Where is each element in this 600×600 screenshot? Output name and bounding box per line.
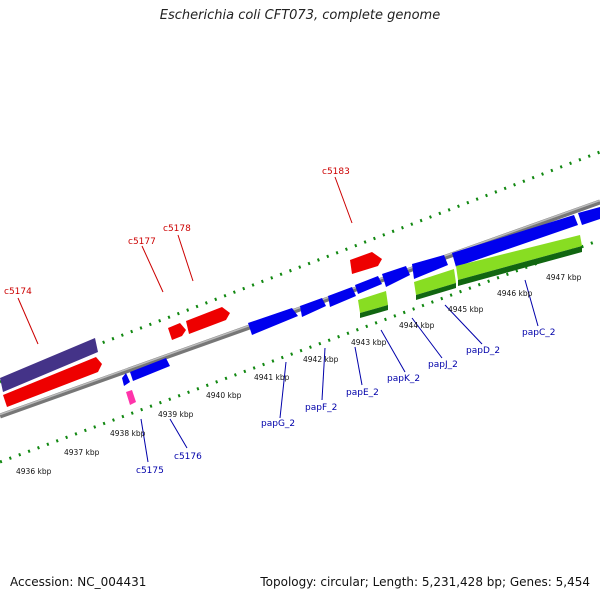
backbone-highlight <box>0 199 600 416</box>
cds-papE_2[interactable] <box>328 287 356 307</box>
leader-c5174 <box>17 297 39 345</box>
misc-feature-c5175[interactable] <box>126 390 136 405</box>
leader-c5178 <box>177 234 194 282</box>
rna-papE_2-shadow <box>360 305 388 318</box>
scale-label: 4938 kbp <box>110 429 146 438</box>
backbone <box>0 199 600 419</box>
gene-bar-c5174[interactable] <box>0 338 98 392</box>
label-papD_2[interactable]: papD_2 <box>466 346 500 356</box>
leader-c5183 <box>334 176 353 224</box>
cds-c5178[interactable] <box>186 307 230 334</box>
leader-papG_2 <box>279 361 287 419</box>
rna-papC_2-shadow <box>458 246 582 286</box>
label-papC_2[interactable]: papC_2 <box>522 328 555 338</box>
label-papE_2[interactable]: papE_2 <box>346 388 379 398</box>
cds-c5183[interactable] <box>350 252 382 274</box>
scale-label: 4947 kbp <box>546 273 582 282</box>
cds-papK_2[interactable] <box>355 276 382 294</box>
label-c5177[interactable]: c5177 <box>128 237 156 247</box>
label-c5176[interactable]: c5176 <box>174 452 202 462</box>
scale-label: 4940 kbp <box>206 391 242 400</box>
leader-papC_2 <box>524 279 539 327</box>
scale-label: 4945 kbp <box>448 305 484 314</box>
topology-summary: Topology: circular; Length: 5,231,428 bp… <box>260 575 590 589</box>
label-c5175[interactable]: c5175 <box>136 466 164 476</box>
scale-label: 4946 kbp <box>497 289 533 298</box>
rna-papD_2-shadow <box>416 283 456 300</box>
leader-c5176 <box>169 418 188 449</box>
rna-papD_2[interactable] <box>414 269 456 295</box>
leader-papJ_2 <box>411 317 443 359</box>
page-title: Escherichia coli CFT073, complete genome <box>159 8 441 23</box>
cds-papD_2[interactable] <box>412 255 448 279</box>
label-papF_2[interactable]: papF_2 <box>305 403 337 413</box>
cds-next[interactable] <box>578 207 600 225</box>
scale-label: 4939 kbp <box>158 410 194 419</box>
label-c5174[interactable]: c5174 <box>4 287 32 297</box>
label-papG_2[interactable]: papG_2 <box>261 419 295 429</box>
scale-label: 4944 kbp <box>399 321 435 330</box>
scale-label: 4937 kbp <box>64 448 100 457</box>
label-papJ_2[interactable]: papJ_2 <box>428 360 458 370</box>
scale-label: 4936 kbp <box>16 467 52 476</box>
label-c5183[interactable]: c5183 <box>322 167 350 177</box>
outer-tick-track <box>0 150 600 384</box>
cds-c5176[interactable] <box>130 358 170 381</box>
leader-papK_2 <box>380 329 406 373</box>
cds-papG_2[interactable] <box>248 308 298 335</box>
label-papK_2[interactable]: papK_2 <box>387 374 420 384</box>
leader-papF_2 <box>321 347 326 401</box>
leader-papE_2 <box>354 346 363 386</box>
cds-c5174[interactable] <box>3 357 102 407</box>
cds-c5175-blue-small[interactable] <box>122 373 130 386</box>
scale-label: 4943 kbp <box>351 338 387 347</box>
cds-papJ_2[interactable] <box>382 266 410 287</box>
leader-c5177 <box>141 245 164 293</box>
leader-papD_2 <box>444 304 483 345</box>
cds-c5177[interactable] <box>168 323 186 340</box>
cds-papC_2[interactable] <box>452 215 578 267</box>
cds-papF_2[interactable] <box>300 298 326 317</box>
scale-label: 4941 kbp <box>254 373 290 382</box>
scale-label: 4942 kbp <box>303 355 339 364</box>
rna-papC_2[interactable] <box>456 235 582 280</box>
leader-c5175 <box>140 418 149 463</box>
accession-text: Accession: NC_004431 <box>10 575 147 589</box>
rna-papE_2[interactable] <box>358 291 388 313</box>
label-c5178[interactable]: c5178 <box>163 224 191 234</box>
